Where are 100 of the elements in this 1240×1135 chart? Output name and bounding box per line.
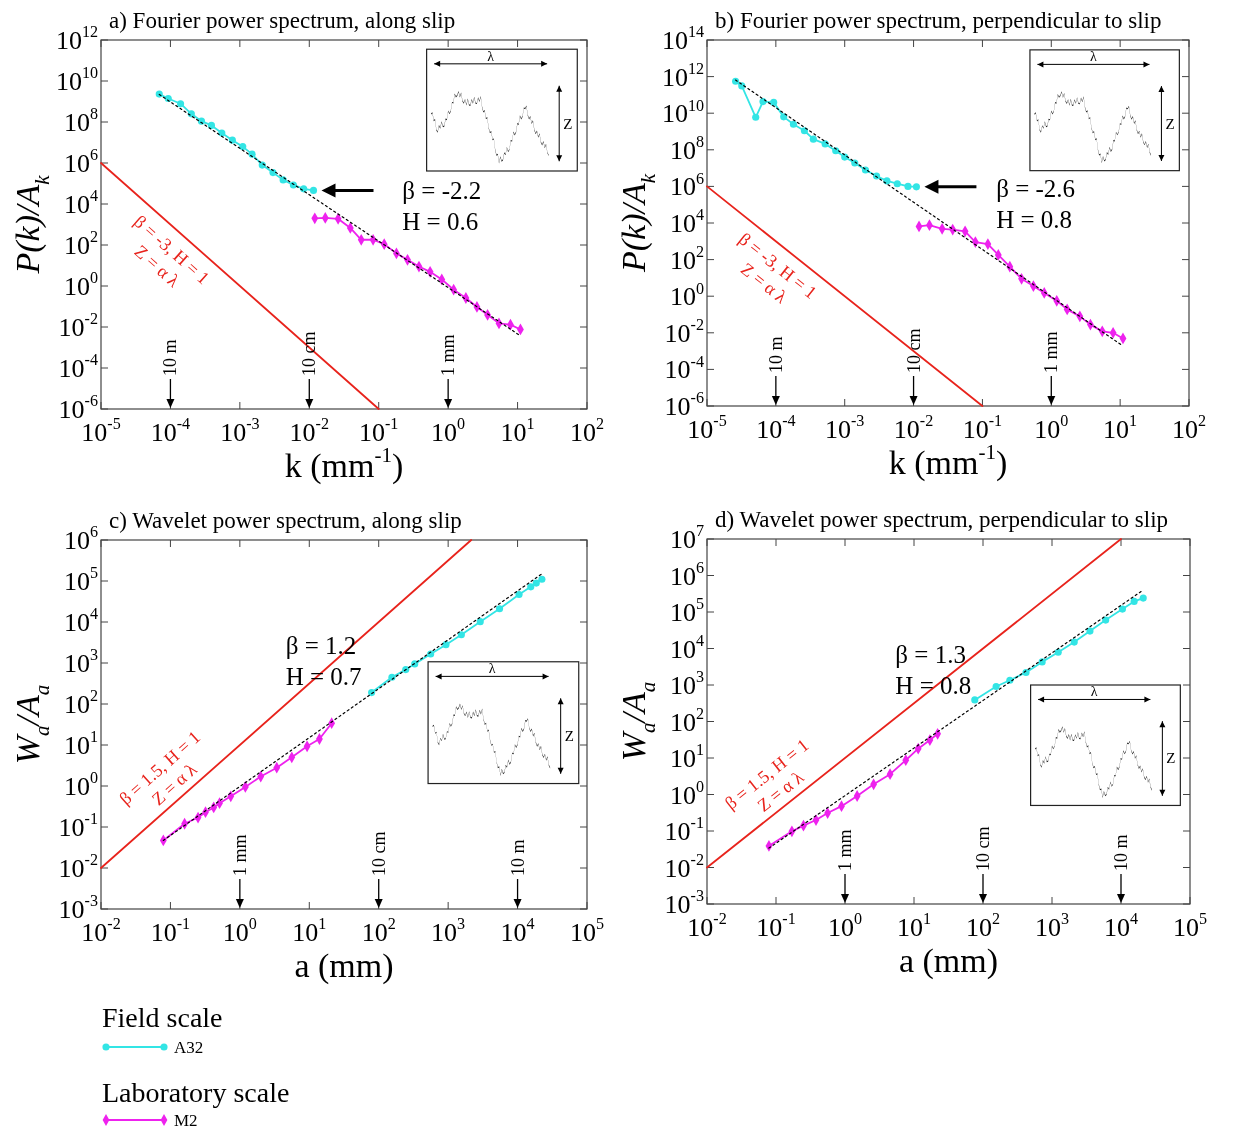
annotation: λ [1090, 49, 1098, 65]
x-tick-label: 10$^{0}$ [1034, 412, 1069, 444]
x-tick-label: 10$^{-4}$ [150, 415, 191, 447]
x-tick-label: 10$^{4}$ [500, 915, 535, 947]
y-tick-label: 10$^{1}$ [669, 741, 704, 773]
y-tick-label: 10$^{-2}$ [58, 851, 98, 883]
y-tick-label: 10$^{-1}$ [664, 814, 704, 846]
y-tick-label: 10$^{12}$ [661, 59, 704, 92]
annotation: 10 m [765, 336, 786, 373]
x-tick-label: 10$^{2}$ [965, 910, 1001, 942]
y-tick-label: 10$^{6}$ [63, 523, 98, 555]
text: Laboratory scale [102, 1077, 290, 1108]
y-tick-label: 10$^{-6}$ [664, 389, 704, 421]
y-tick-label: 10$^{-6}$ [58, 392, 98, 424]
y-tick-label: 10$^{2}$ [669, 704, 704, 737]
x-tick-label: 10$^{2}$ [1171, 412, 1207, 444]
y-tick-label: 10$^{1}$ [63, 728, 98, 760]
annotation: 10 m [160, 339, 181, 376]
x-tick-label: 10$^{-4}$ [756, 412, 796, 444]
annotation: λ [488, 661, 496, 677]
x-tick-label: 10$^{1}$ [1103, 412, 1138, 444]
annotation: λ [1090, 684, 1098, 700]
series-label: β = 1.3 H = 0.8 [895, 641, 972, 700]
y-tick-label: 10$^{0}$ [669, 777, 704, 810]
y-tick-label: 10$^{6}$ [669, 169, 704, 202]
y-tick-label: 10$^{4}$ [63, 187, 98, 219]
x-tick-label: 10$^{5}$ [569, 915, 605, 947]
y-tick-label: 10$^{12}$ [55, 23, 98, 55]
annotation: 1 mm [835, 829, 855, 871]
y-tick-label: 10$^{-3}$ [664, 887, 704, 919]
x-tick-label: 10$^{5}$ [1172, 910, 1208, 942]
x-tick-label: 10$^{3}$ [1034, 910, 1070, 942]
x-tick-label: 10$^{1}$ [292, 915, 327, 947]
annotation: λ [487, 48, 495, 64]
x-tick-label: 10$^{-1}$ [756, 910, 796, 942]
annotation: 10 cm [368, 831, 389, 876]
x-tick-label: 10$^{4}$ [1103, 910, 1139, 942]
x-tick-label: 10$^{0}$ [827, 910, 863, 942]
x-tick-label: 10$^{3}$ [431, 915, 466, 947]
y-tick-label: 10$^{0}$ [63, 769, 98, 801]
y-tick-label: 10$^{-2}$ [664, 316, 704, 348]
y-tick-label: 10$^{-2}$ [58, 310, 98, 342]
annotation: Z [563, 115, 573, 132]
annotation: 10 cm [299, 331, 320, 376]
annotation: 1 mm [438, 334, 459, 376]
y-tick-label: 10$^{6}$ [669, 558, 704, 591]
x-tick-label: 10$^{-1}$ [150, 915, 191, 947]
legend-label: β = -2.2 H = 0.6 [402, 176, 482, 235]
annotation: 1 mm [229, 834, 250, 876]
annotation: 10 cm [903, 328, 924, 373]
y-tick-label: 10$^{14}$ [661, 23, 704, 55]
x-tick-label: 10$^{-3}$ [220, 415, 260, 447]
y-tick-label: 10$^{10}$ [661, 96, 704, 129]
x-tick-label: 10$^{1}$ [500, 415, 535, 447]
x-tick-label: 10$^{1}$ [896, 910, 932, 942]
x-tick-label: 10$^{-3}$ [825, 412, 865, 444]
y-tick-label: 10$^{-1}$ [58, 810, 98, 842]
chart-title: d) Wavelet power spectrum, perpendicular to slip [715, 507, 1169, 532]
y-tick-label: 10$^{0}$ [669, 279, 704, 312]
x-tick-label: 10$^{2}$ [569, 415, 605, 447]
y-tick-label: 10$^{4}$ [669, 206, 704, 238]
y-tick-label: 10$^{2}$ [63, 228, 98, 260]
legend-label: M2 [174, 1111, 198, 1130]
y-tick-label: 10$^{8}$ [669, 133, 704, 165]
annotation: Z [1166, 750, 1176, 767]
x-axis-title: a (mm) [898, 942, 999, 980]
text: β = -3, H = 1 Z = α λ [734, 228, 821, 308]
y-tick-label: 10$^{5}$ [669, 595, 704, 627]
y-tick-label: 10$^{4}$ [669, 631, 704, 664]
legend-label: A32 [174, 1038, 204, 1057]
x-tick-label: 10$^{2}$ [361, 915, 396, 947]
y-tick-label: 10$^{5}$ [63, 564, 98, 596]
chart-title: a) Fourier power spectrum, along slip [109, 8, 456, 33]
chart-title: c) Wavelet power spectrum, along slip [109, 508, 462, 533]
y-tick-label: 10$^{2}$ [669, 242, 704, 275]
y-tick-label: 10$^{2}$ [63, 687, 98, 719]
y-tick-label: 10$^{8}$ [63, 105, 98, 137]
y-tick-label: 10$^{-2}$ [664, 850, 704, 883]
x-tick-label: 10$^{0}$ [222, 915, 257, 947]
annotation: 10 m [1111, 834, 1131, 871]
x-axis-title: a (mm) [294, 947, 394, 985]
y-tick-label: 10$^{7}$ [669, 522, 704, 554]
y-tick-label: 10$^{-4}$ [58, 351, 98, 383]
y-tick-label: 10$^{10}$ [55, 64, 98, 96]
legend-label: β = -2.6 H = 0.8 [996, 175, 1076, 234]
y-tick-label: 10$^{0}$ [63, 269, 98, 301]
y-tick-label: 10$^{4}$ [63, 605, 98, 637]
text: Field scale [102, 1002, 223, 1033]
y-tick-label: 10$^{6}$ [63, 146, 98, 178]
annotation: 10 m [507, 839, 528, 876]
chart-title: b) Fourier power spectrum, perpendicular to slip [715, 8, 1162, 33]
annotation: Z [1165, 115, 1175, 132]
text: β = 1.5, H = 1 Z = α λ [720, 734, 813, 816]
text: β = -3, H = 1 Z = α λ [130, 211, 214, 292]
y-tick-label: 10$^{-4}$ [664, 352, 704, 385]
text: β = 1.5, H = 1 Z = α λ [115, 726, 205, 810]
x-tick-label: 10$^{0}$ [431, 415, 466, 447]
y-tick-label: 10$^{3}$ [669, 668, 704, 700]
annotation: 1 mm [1041, 331, 1062, 373]
annotation: 10 cm [973, 826, 993, 871]
